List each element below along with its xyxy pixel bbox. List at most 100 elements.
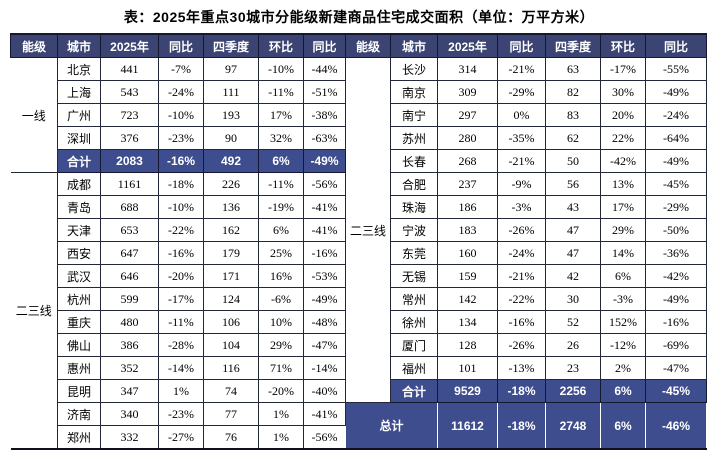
value-cell: -47% [303, 333, 346, 357]
value-cell: -18% [158, 172, 204, 196]
data-table: 能级 城市 2025年 同比 四季度 环比 同比 能级 城市 2025年 同比 … [10, 33, 707, 450]
value-cell: 171 [203, 264, 259, 288]
subtotal-value-cell: -49% [303, 149, 346, 173]
city-cell: 上海 [57, 80, 101, 104]
table-row: 济南 340 -23% 77 1% -41% 总计 11612 -18% 2748 6% -46% [11, 402, 707, 450]
value-cell: -10% [258, 57, 304, 81]
subtotal-value-cell: 492 [203, 149, 259, 173]
table-row: 昆明 347 1% 74 -20% -40% 合计 9529 -18% 2256 6% -45% [11, 379, 707, 403]
value-cell: -47% [645, 356, 707, 380]
value-cell: 22% [600, 126, 646, 150]
value-cell: 376 [100, 126, 159, 150]
city-cell: 济南 [57, 402, 101, 426]
value-cell: 340 [100, 402, 159, 426]
value-cell: -45% [645, 172, 707, 196]
tier-label-cell: 二三线 [10, 172, 58, 450]
value-cell: -42% [645, 264, 707, 288]
subtotal-value-cell: 9529 [437, 379, 498, 403]
value-cell: -21% [497, 57, 546, 81]
city-cell: 青岛 [57, 195, 101, 219]
value-cell: 646 [100, 264, 159, 288]
col-header-yoy2-left: 同比 [303, 33, 346, 58]
value-cell: 352 [100, 356, 159, 380]
value-cell: -16% [158, 241, 204, 265]
col-header-qoq-right: 环比 [600, 33, 646, 58]
value-cell: -11% [258, 172, 304, 196]
city-cell: 昆明 [57, 379, 101, 403]
city-cell: 苏州 [390, 126, 438, 150]
value-cell: -24% [645, 103, 707, 127]
value-cell: -20% [158, 264, 204, 288]
value-cell: -41% [303, 402, 346, 426]
subtotal-value-cell: 2256 [545, 379, 601, 403]
city-cell: 福州 [390, 356, 438, 380]
city-cell: 武汉 [57, 264, 101, 288]
value-cell: 480 [100, 310, 159, 334]
grand-total-label-cell: 总计 [345, 402, 438, 450]
value-cell: 124 [203, 287, 259, 311]
value-cell: 47 [545, 218, 601, 242]
table-header: 能级 城市 2025年 同比 四季度 环比 同比 能级 城市 2025年 同比 … [10, 33, 707, 58]
value-cell: 63 [545, 57, 601, 81]
value-cell: -26% [497, 333, 546, 357]
value-cell: 226 [203, 172, 259, 196]
city-cell: 合肥 [390, 172, 438, 196]
city-cell: 广州 [57, 103, 101, 127]
col-header-city-right: 城市 [390, 33, 438, 58]
grand-total-value-cell: 6% [600, 402, 646, 450]
value-cell: -49% [645, 287, 707, 311]
table-row: 杭州 599 -17% 124 -6% -49% 常州 142 -22% 30 -3% -49% [11, 287, 707, 311]
value-cell: 106 [203, 310, 259, 334]
value-cell: 90 [203, 126, 259, 150]
value-cell: 26 [545, 333, 601, 357]
subtotal-value-cell: 2083 [100, 149, 159, 173]
value-cell: 297 [437, 103, 498, 127]
value-cell: 332 [100, 425, 159, 450]
value-cell: -20% [258, 379, 304, 403]
city-cell: 惠州 [57, 356, 101, 380]
city-cell: 深圳 [57, 126, 101, 150]
value-cell: -41% [303, 218, 346, 242]
tier-label-cell: 二三线 [345, 57, 391, 403]
value-cell: -69% [645, 333, 707, 357]
table-body: 一线 北京 441 -7% 97 -10% -44% 二三线 长沙 314 -21% 63 -17% -5… [10, 57, 707, 450]
value-cell: 179 [203, 241, 259, 265]
value-cell: 43 [545, 195, 601, 219]
value-cell: -56% [303, 172, 346, 196]
col-header-city-left: 城市 [57, 33, 101, 58]
value-cell: 142 [437, 287, 498, 311]
value-cell: 16% [258, 264, 304, 288]
table-title: 表：2025年重点30城市分能级新建商品住宅成交面积（单位：万平方米） [123, 9, 595, 25]
table-row: 广州 723 -10% 193 17% -38% 南宁 297 0% 83 20% -24% [11, 103, 707, 127]
city-cell: 长春 [390, 149, 438, 173]
table-row: 佛山 386 -28% 104 29% -47% 厦门 128 -26% 26 -12% -69% [11, 333, 707, 357]
col-header-yoy-right: 同比 [497, 33, 546, 58]
value-cell: -16% [497, 310, 546, 334]
header-row: 能级 城市 2025年 同比 四季度 环比 同比 能级 城市 2025年 同比 … [10, 33, 707, 58]
value-cell: 20% [600, 103, 646, 127]
value-cell: -7% [158, 57, 204, 81]
value-cell: -12% [600, 333, 646, 357]
city-cell: 佛山 [57, 333, 101, 357]
col-header-tier-right: 能级 [345, 33, 391, 58]
value-cell: -26% [497, 218, 546, 242]
value-cell: -27% [158, 425, 204, 450]
col-header-q4-right: 四季度 [545, 33, 601, 58]
value-cell: 29% [600, 218, 646, 242]
value-cell: 268 [437, 149, 498, 173]
table-row: 青岛 688 -10% 136 -19% -41% 珠海 186 -3% 43 17% -29% [11, 195, 707, 219]
table-row: 上海 543 -24% 111 -11% -51% 南京 309 -29% 82 30% -49% [11, 80, 707, 104]
value-cell: 14% [600, 241, 646, 265]
value-cell: 159 [437, 264, 498, 288]
value-cell: 77 [203, 402, 259, 426]
table-row: 武汉 646 -20% 171 16% -53% 无锡 159 -21% 42 6% -42% [11, 264, 707, 288]
value-cell: -28% [158, 333, 204, 357]
table-row: 惠州 352 -14% 116 71% -14% 福州 101 -13% 23 2% -47% [11, 356, 707, 380]
value-cell: 314 [437, 57, 498, 81]
city-cell: 无锡 [390, 264, 438, 288]
value-cell: 136 [203, 195, 259, 219]
table-row: 一线 北京 441 -7% 97 -10% -44% 二三线 长沙 314 -21% 63 -17% -5… [10, 57, 707, 403]
value-cell: -49% [645, 80, 707, 104]
value-cell: 128 [437, 333, 498, 357]
